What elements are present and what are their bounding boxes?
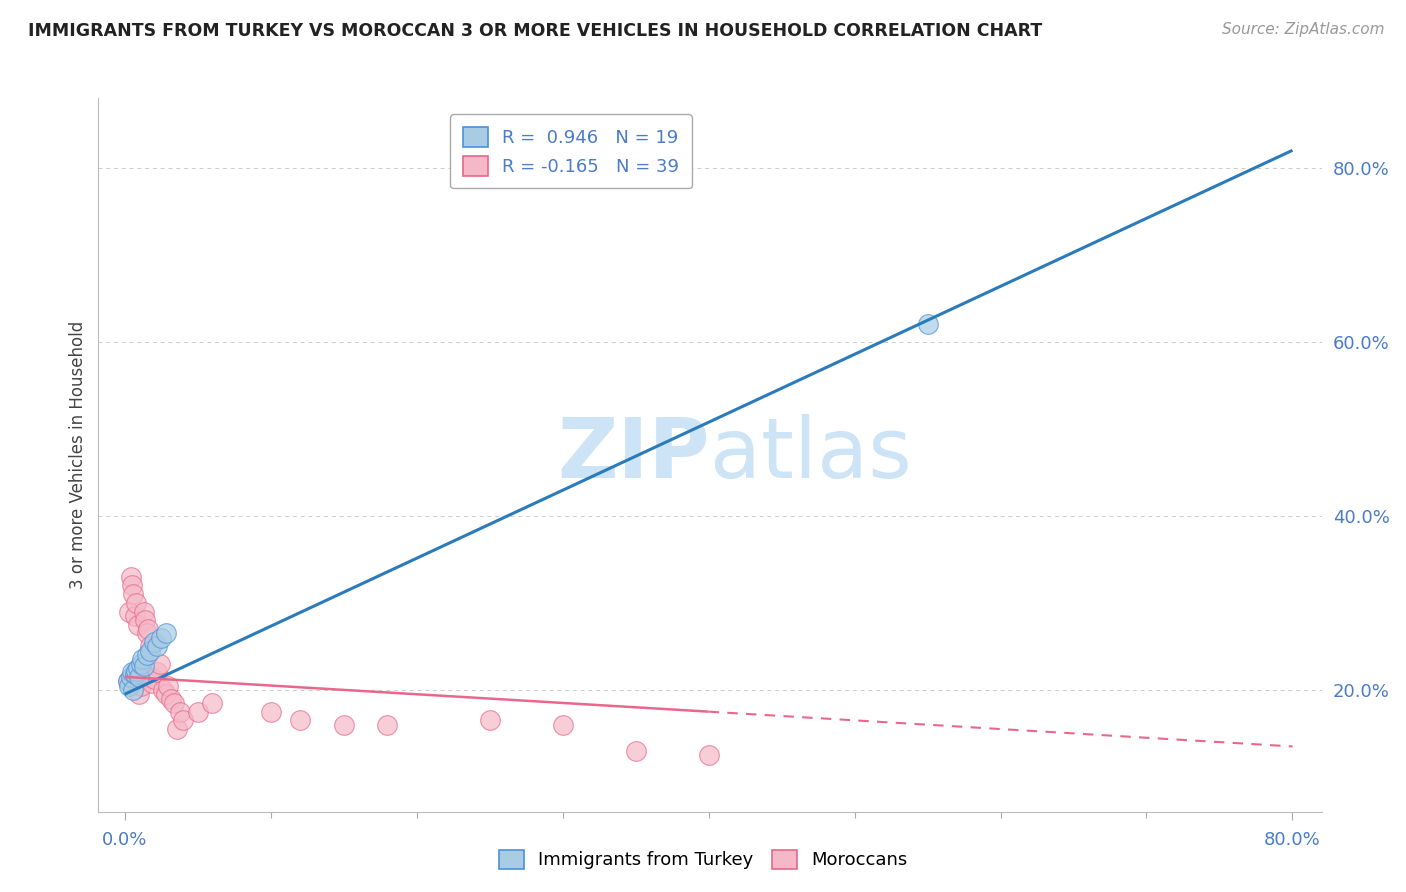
Point	[139, 670, 162, 684]
Point	[118, 679, 141, 693]
Point	[152, 682, 174, 697]
Point	[157, 679, 180, 693]
Point	[332, 717, 354, 731]
Point	[132, 658, 155, 673]
Point	[120, 670, 142, 684]
Text: atlas: atlas	[710, 415, 911, 495]
Point	[117, 674, 139, 689]
Point	[128, 670, 150, 684]
Point	[155, 626, 177, 640]
Point	[128, 687, 150, 701]
Point	[138, 644, 160, 658]
Point	[124, 608, 146, 623]
Point	[624, 744, 647, 758]
Point	[166, 722, 188, 736]
Point	[169, 705, 191, 719]
Point	[149, 657, 172, 671]
Point	[129, 679, 152, 693]
Legend: R =  0.946   N = 19, R = -0.165   N = 39: R = 0.946 N = 19, R = -0.165 N = 39	[450, 114, 692, 188]
Legend: Immigrants from Turkey, Moroccans: Immigrants from Turkey, Moroccans	[489, 840, 917, 879]
Y-axis label: 3 or more Vehicles in Household: 3 or more Vehicles in Household	[69, 321, 87, 589]
Point	[142, 635, 165, 649]
Point	[117, 674, 139, 689]
Text: Source: ZipAtlas.com: Source: ZipAtlas.com	[1222, 22, 1385, 37]
Point	[160, 691, 183, 706]
Point	[125, 596, 148, 610]
Point	[163, 696, 186, 710]
Point	[146, 640, 169, 654]
Point	[135, 626, 157, 640]
Point	[288, 714, 311, 728]
Point	[122, 682, 145, 697]
Point	[142, 673, 165, 687]
Point	[125, 664, 148, 678]
Point	[131, 670, 153, 684]
Point	[146, 665, 169, 680]
Point	[155, 687, 177, 701]
Point	[551, 717, 574, 731]
Point	[917, 318, 939, 332]
Point	[135, 648, 157, 662]
Point	[260, 705, 283, 719]
Point	[172, 714, 194, 728]
Point	[121, 578, 143, 592]
Point	[129, 657, 152, 671]
Point	[134, 613, 156, 627]
Text: ZIP: ZIP	[558, 415, 710, 495]
Point	[478, 714, 501, 728]
Point	[697, 748, 720, 763]
Point	[127, 661, 149, 675]
Point	[377, 717, 399, 731]
Text: IMMIGRANTS FROM TURKEY VS MOROCCAN 3 OR MORE VEHICLES IN HOUSEHOLD CORRELATION C: IMMIGRANTS FROM TURKEY VS MOROCCAN 3 OR …	[28, 22, 1042, 40]
Point	[121, 665, 143, 680]
Point	[150, 631, 173, 645]
Point	[131, 652, 153, 666]
Point	[138, 640, 160, 654]
Point	[120, 570, 142, 584]
Point	[124, 667, 146, 681]
Point	[141, 676, 163, 690]
Point	[187, 705, 209, 719]
Point	[122, 587, 145, 601]
Point	[201, 696, 224, 710]
Point	[118, 605, 141, 619]
Point	[132, 605, 155, 619]
Point	[136, 622, 159, 636]
Point	[127, 617, 149, 632]
